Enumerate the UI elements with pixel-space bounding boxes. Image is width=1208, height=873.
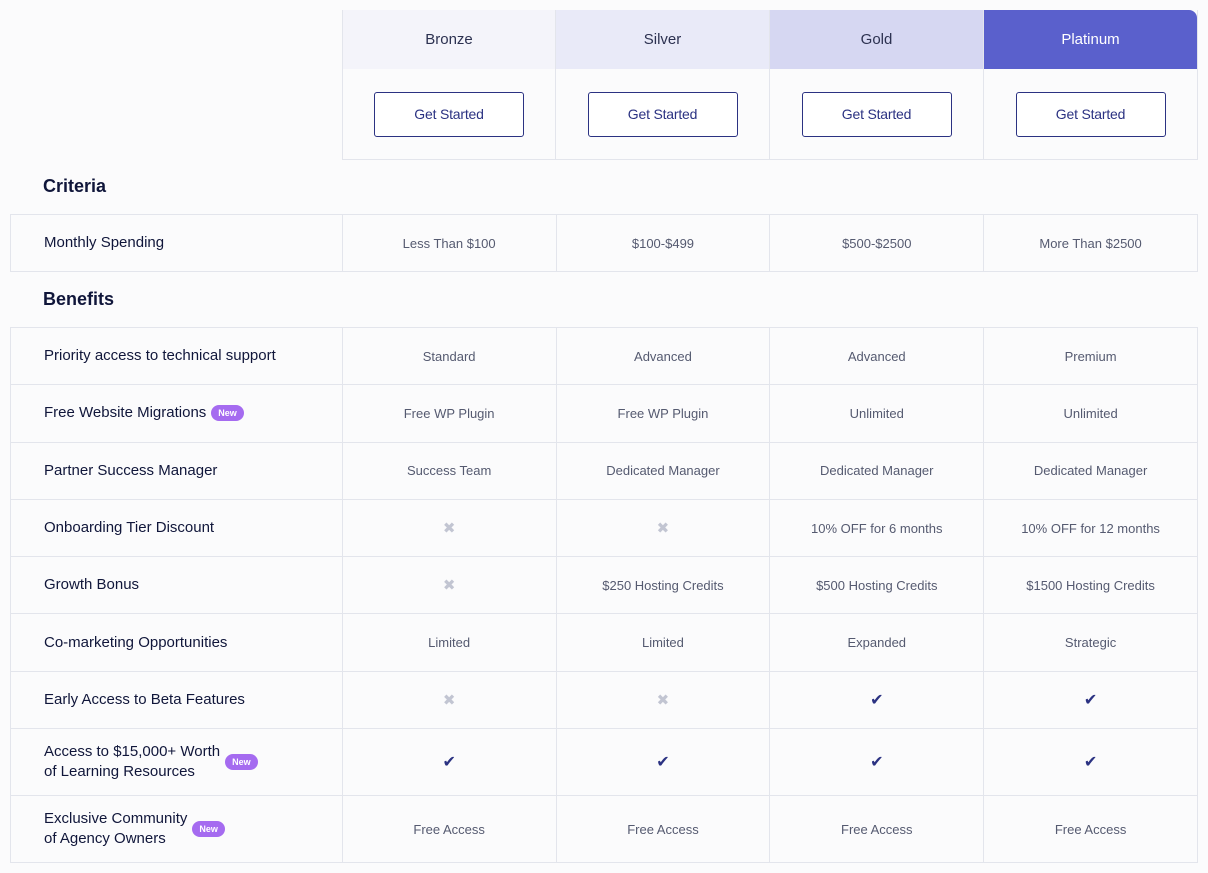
get-started-bronze-button[interactable]: Get Started xyxy=(374,91,524,137)
cell-value: Free Access xyxy=(557,796,771,863)
cell-value: Less Than $100 xyxy=(343,215,557,272)
cell-value: Success Team xyxy=(343,442,557,499)
cell-value: Limited xyxy=(343,614,557,671)
row-label-text: Priority access to technical support xyxy=(44,347,276,365)
benefits-table: Priority access to technical support Stan… xyxy=(10,327,1198,864)
row-label: Access to $15,000+ Worth of Learning Reso… xyxy=(11,729,343,796)
table-row: Partner Success Manager Success Team Dedic… xyxy=(11,442,1198,500)
check-icon: ✔ xyxy=(343,729,557,796)
tier-name-platinum: Platinum xyxy=(984,10,1197,69)
table-row: Access to $15,000+ Worth of Learning Reso… xyxy=(11,729,1198,797)
row-label-text: Monthly Spending xyxy=(44,234,165,252)
cell-value: Expanded xyxy=(770,614,985,671)
row-label: Partner Success Manager xyxy=(11,442,343,499)
row-label-text: Partner Success Manager xyxy=(44,461,218,479)
cell-value: $500 Hosting Credits xyxy=(770,557,985,614)
x-icon: ✖ xyxy=(343,671,557,729)
criteria-table: Monthly Spending Less Than $100 $100-$499 $… xyxy=(10,214,1198,273)
row-label-text: Free Website Migrations xyxy=(44,404,207,422)
new-badge: New xyxy=(192,821,225,838)
cell-value: $250 Hosting Credits xyxy=(557,557,771,614)
table-row: Priority access to technical support Stan… xyxy=(11,328,1198,386)
table-row: Free Website Migrations New Free WP Plugin… xyxy=(11,385,1198,443)
row-label-text: Access to $15,000+ Worth xyxy=(44,743,221,761)
cell-value: Unlimited xyxy=(984,385,1198,442)
tier-name-silver: Silver xyxy=(556,10,769,69)
row-label-text: Co-marketing Opportunities xyxy=(44,633,228,651)
row-label: Early Access to Beta Features xyxy=(11,671,343,729)
table-row: Onboarding Tier Discount ✖ ✖ 10% OFF for 6 … xyxy=(11,499,1198,558)
table-row: Co-marketing Opportunities Limited Limited… xyxy=(11,614,1198,672)
x-icon: ✖ xyxy=(343,557,557,614)
row-label-text: Early Access to Beta Features xyxy=(44,690,245,708)
tier-col-gold: Gold Get Started xyxy=(770,10,984,160)
x-icon: ✖ xyxy=(343,499,557,557)
check-icon: ✔ xyxy=(557,729,771,796)
cell-value: $1500 Hosting Credits xyxy=(984,557,1198,614)
tier-col-platinum: Platinum Get Started xyxy=(984,10,1198,160)
cell-value: Dedicated Manager xyxy=(557,442,771,499)
row-label-text: Onboarding Tier Discount xyxy=(44,519,215,537)
tier-header: Bronze Get Started Silver Get Started Go… xyxy=(342,10,1198,160)
check-icon: ✔ xyxy=(984,671,1198,729)
table-row: Growth Bonus ✖ $250 Hosting Credits $500 Ho… xyxy=(11,557,1198,615)
row-label-text-line2: of Learning Resources xyxy=(44,763,195,781)
cell-value: Strategic xyxy=(984,614,1198,671)
cell-value: Free Access xyxy=(984,796,1198,863)
new-badge: New xyxy=(211,405,244,422)
cell-value: Dedicated Manager xyxy=(770,442,985,499)
cell-value: 10% OFF for 12 months xyxy=(984,499,1198,557)
cell-value: Standard xyxy=(343,328,557,385)
table-row: Early Access to Beta Features ✖ ✖ ✔ ✔ xyxy=(11,671,1198,730)
tier-name-gold: Gold xyxy=(770,10,983,69)
table-row: Monthly Spending Less Than $100 $100-$499 $… xyxy=(11,215,1198,273)
cell-value: Advanced xyxy=(770,328,985,385)
row-label: Co-marketing Opportunities xyxy=(11,614,343,671)
cell-value: $100-$499 xyxy=(557,215,771,272)
cell-value: Free Access xyxy=(770,796,985,863)
row-label: Priority access to technical support xyxy=(11,328,343,385)
new-badge: New xyxy=(225,754,258,771)
tier-name-bronze: Bronze xyxy=(343,10,555,69)
tier-col-silver: Silver Get Started xyxy=(556,10,770,160)
criteria-heading: Criteria xyxy=(43,176,107,196)
get-started-platinum-button[interactable]: Get Started xyxy=(1015,91,1166,137)
row-label: Growth Bonus xyxy=(11,557,343,614)
row-label: Free Website Migrations New xyxy=(11,385,343,442)
check-icon: ✔ xyxy=(770,729,985,796)
get-started-gold-button[interactable]: Get Started xyxy=(801,91,952,137)
tier-col-bronze: Bronze Get Started xyxy=(342,10,556,160)
row-label: Exclusive Community of Agency Owners New xyxy=(11,796,343,863)
table-row: Exclusive Community of Agency Owners New Fr… xyxy=(11,796,1198,864)
cell-value: 10% OFF for 6 months xyxy=(770,499,985,557)
row-label-text: Growth Bonus xyxy=(44,576,140,594)
cell-value: More Than $2500 xyxy=(984,215,1198,272)
check-icon: ✔ xyxy=(984,729,1198,796)
cell-value: Limited xyxy=(557,614,771,671)
benefits-heading: Benefits xyxy=(43,289,115,309)
get-started-silver-button[interactable]: Get Started xyxy=(587,91,738,137)
check-icon: ✔ xyxy=(770,671,985,729)
x-icon: ✖ xyxy=(557,499,771,557)
cell-value: Free WP Plugin xyxy=(557,385,771,442)
row-label: Monthly Spending xyxy=(11,215,343,272)
cell-value: Dedicated Manager xyxy=(984,442,1198,499)
x-icon: ✖ xyxy=(557,671,771,729)
cell-value: Unlimited xyxy=(770,385,985,442)
row-label-text-line2: of Agency Owners xyxy=(44,830,166,848)
cell-value: Free Access xyxy=(343,796,557,863)
cell-value: Advanced xyxy=(557,328,771,385)
cell-value: Free WP Plugin xyxy=(343,385,557,442)
cell-value: $500-$2500 xyxy=(770,215,985,272)
row-label-text: Exclusive Community xyxy=(44,810,188,828)
row-label: Onboarding Tier Discount xyxy=(11,499,343,557)
cell-value: Premium xyxy=(984,328,1198,385)
